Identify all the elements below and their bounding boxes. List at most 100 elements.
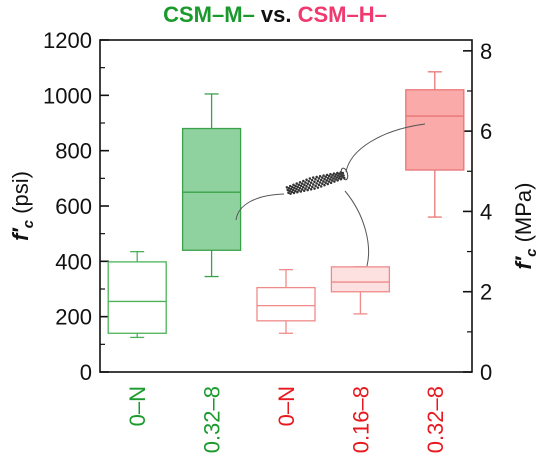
left-tick-label: 1200 bbox=[43, 28, 92, 53]
nanotube-atom bbox=[296, 185, 299, 189]
nanotube-atom bbox=[321, 182, 324, 186]
left-axis: 0 200 400 600 800 1000 1200 bbox=[43, 28, 109, 385]
nanotube-atom bbox=[303, 183, 306, 187]
left-tick-label: 800 bbox=[55, 139, 92, 164]
nanotube-atom bbox=[329, 173, 332, 176]
nanotube-atom bbox=[308, 184, 312, 187]
box-2 bbox=[181, 93, 242, 278]
title-vs: vs. bbox=[254, 2, 298, 27]
nanotube-atom bbox=[308, 177, 312, 180]
left-tick-label: 400 bbox=[55, 249, 92, 274]
nanotube-atom bbox=[298, 181, 302, 184]
nanotube-atom bbox=[327, 180, 331, 183]
nanotube-atom bbox=[294, 184, 297, 188]
nanotube-atom bbox=[290, 185, 294, 189]
nanotube-atom bbox=[310, 178, 314, 182]
nanotube-atom bbox=[334, 178, 337, 181]
leader-to-green-box bbox=[235, 193, 285, 221]
nanotube-atom bbox=[299, 190, 303, 193]
nanotube-atom bbox=[313, 187, 316, 190]
nanotube-atom bbox=[339, 177, 343, 181]
right-tick-label: 2 bbox=[480, 280, 492, 305]
nanotube-atom bbox=[326, 177, 330, 180]
nanotube-atom bbox=[313, 180, 316, 184]
nanotube-atom bbox=[288, 189, 291, 193]
right-tick-label: 0 bbox=[480, 360, 492, 385]
nanotube-atom bbox=[316, 186, 320, 189]
nanotube-atom bbox=[338, 175, 342, 178]
nanotube-atom bbox=[287, 187, 291, 190]
nanotube-atom bbox=[319, 185, 323, 188]
right-tick-label: 8 bbox=[480, 39, 492, 64]
nanotube-atom bbox=[329, 181, 333, 185]
left-tick-label: 0 bbox=[80, 360, 92, 385]
nanotube-atom bbox=[315, 175, 318, 179]
right-tick-label: 4 bbox=[480, 199, 492, 224]
nanotube-atom bbox=[323, 183, 326, 187]
title-group-m: CSM–M– bbox=[163, 2, 255, 27]
box-iqr bbox=[330, 266, 391, 293]
nanotube-atom bbox=[326, 182, 330, 186]
ylabel-right-unit: (MPa) bbox=[511, 183, 536, 249]
ylabel-left-main: f′ bbox=[8, 227, 33, 241]
nanotube-atom bbox=[311, 185, 314, 189]
category-label: 0–N bbox=[274, 386, 299, 426]
leader-to-red-box bbox=[345, 123, 426, 173]
box-iqr bbox=[256, 286, 316, 322]
nanotube-atom bbox=[314, 177, 317, 181]
box-iqr bbox=[107, 261, 167, 334]
nanotube-atom bbox=[286, 188, 289, 192]
nanotube-atom bbox=[323, 177, 326, 181]
category-label: 0.32–8 bbox=[200, 386, 225, 453]
nanotube-atom bbox=[305, 185, 308, 188]
nanotube-atom bbox=[334, 173, 338, 176]
nanotube-atom bbox=[335, 176, 339, 179]
nanotube-atom bbox=[295, 187, 298, 191]
nanotube-atom bbox=[324, 181, 327, 184]
left-tick-label: 600 bbox=[55, 194, 92, 219]
nanotube-atom bbox=[341, 171, 345, 175]
nanotube-atom bbox=[336, 179, 339, 182]
leader-to-light-red-box bbox=[344, 190, 370, 267]
nanotube-atom bbox=[298, 186, 302, 190]
right-tick-label: 6 bbox=[480, 119, 492, 144]
left-tick-label: 200 bbox=[55, 305, 92, 330]
nanotube-atom bbox=[295, 182, 298, 185]
box-3 bbox=[256, 268, 316, 334]
nanotube-atom bbox=[328, 178, 332, 181]
nanotube-atom bbox=[288, 184, 292, 188]
category-label: 0–N bbox=[125, 386, 150, 426]
nanotube-atom bbox=[296, 190, 299, 194]
ylabel-right-main: f′ bbox=[511, 255, 536, 269]
box-1 bbox=[107, 250, 167, 339]
nanotube-atom bbox=[324, 175, 327, 179]
nanotube-atom bbox=[289, 187, 293, 191]
nanotube-atom bbox=[306, 182, 309, 186]
nanotube-atom bbox=[331, 174, 334, 177]
nanotube-atom bbox=[315, 182, 318, 185]
nanotube-atom bbox=[332, 177, 335, 180]
category-label: 0.32–8 bbox=[423, 386, 448, 453]
nanotube-atom bbox=[290, 190, 294, 194]
category-label: 0.16–8 bbox=[348, 386, 373, 453]
box-iqr bbox=[405, 89, 465, 171]
nanotube-atom bbox=[322, 180, 325, 183]
nanotube-atom bbox=[321, 176, 324, 179]
y-axis-label-left: f′c (psi) bbox=[8, 171, 37, 241]
nanotube-atom bbox=[285, 186, 289, 189]
nanotube-atom bbox=[306, 188, 309, 192]
nanotube-atom bbox=[327, 174, 331, 178]
nanotube-atom bbox=[302, 179, 305, 183]
right-axis: 0 2 4 6 8 bbox=[463, 39, 492, 385]
nanotube-atom bbox=[305, 178, 308, 182]
nanotube-atom bbox=[318, 174, 322, 178]
nanotube-atom bbox=[300, 182, 304, 185]
nanotube-atom bbox=[287, 191, 290, 195]
nanotube-atom bbox=[304, 181, 307, 184]
nanotube-atom bbox=[309, 181, 313, 184]
nanotube-atom bbox=[317, 177, 321, 180]
box-4 bbox=[330, 266, 391, 315]
nanotube-atom bbox=[302, 189, 306, 193]
nanotube-body bbox=[285, 167, 349, 195]
